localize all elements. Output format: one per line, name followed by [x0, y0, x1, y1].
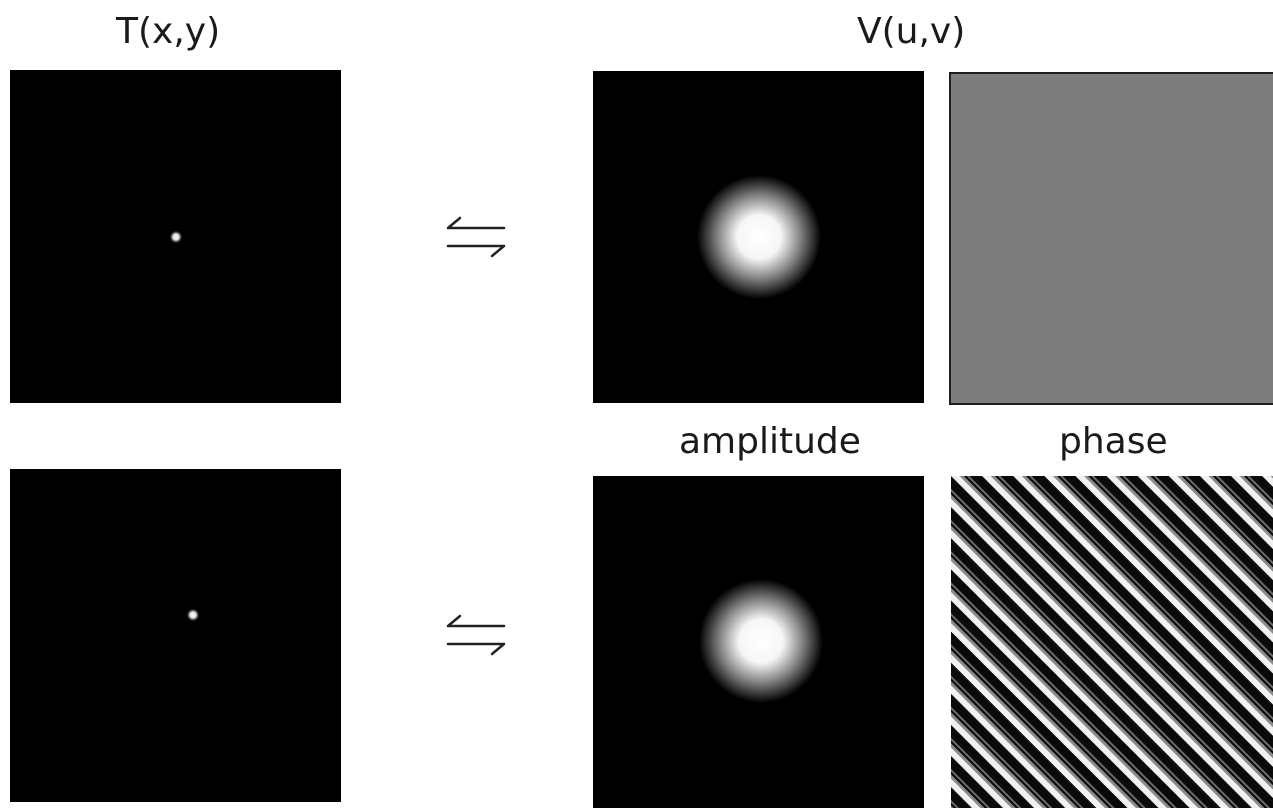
fourier-transform-arrows-icon	[446, 216, 506, 258]
amplitude-blob	[699, 579, 823, 703]
source-image-offset	[10, 469, 341, 802]
fourier-transform-arrows-icon	[446, 614, 506, 656]
frequency-heading: V(u,v)	[857, 11, 966, 52]
phase-image-uniform	[949, 72, 1273, 405]
amplitude-blob	[697, 175, 821, 299]
point-source	[169, 230, 183, 244]
amplitude-image-centered	[593, 71, 924, 403]
amplitude-image-offset	[593, 476, 924, 808]
source-image-centered	[10, 70, 341, 403]
phase-image-fringes	[951, 476, 1273, 808]
spatial-heading: T(x,y)	[116, 11, 221, 52]
point-source	[186, 608, 200, 622]
phase-label: phase	[1059, 421, 1168, 462]
amplitude-label: amplitude	[679, 421, 861, 462]
